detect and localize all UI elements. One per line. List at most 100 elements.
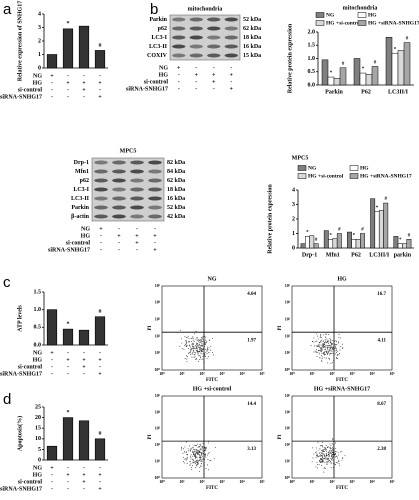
event-dot: [335, 348, 337, 350]
event-dot: [190, 350, 191, 352]
event-dot: [207, 346, 209, 348]
event-dot: [327, 345, 329, 347]
event-dot: [198, 351, 200, 352]
event-dot: [325, 333, 327, 335]
condition-sign: +: [50, 350, 54, 356]
y-axis-label: Apoptosis(%): [16, 416, 23, 451]
event-dot: [187, 356, 189, 358]
legend-label: HG: [360, 165, 369, 171]
event-dot: [195, 359, 197, 361]
condition-label: si-control: [144, 79, 169, 85]
event-dot: [317, 456, 319, 457]
event-dot: [192, 451, 193, 453]
significance-mark: *: [376, 206, 379, 211]
event-dot: [204, 345, 206, 347]
event-dot: [190, 348, 192, 350]
condition-label: si-control: [66, 240, 91, 246]
event-dot: [338, 460, 340, 462]
event-dot: [185, 339, 187, 341]
event-dot: [192, 347, 193, 349]
condition-sign: +: [212, 72, 216, 78]
event-dot: [323, 353, 325, 355]
y-axis-label: Relative protein expression: [287, 23, 293, 93]
event-dot: [195, 458, 196, 460]
event-dot: [198, 355, 200, 357]
event-dot: [189, 461, 191, 463]
bar: [355, 239, 361, 249]
event-dot: [206, 340, 208, 342]
event-dot: [207, 442, 209, 444]
event-dot: [185, 458, 187, 460]
y-axis-label: Relative protein expression: [267, 184, 273, 254]
x-tick-label: 10¹: [309, 479, 315, 484]
event-dot: [324, 458, 326, 460]
event-dot: [205, 453, 207, 455]
event-dot: [204, 355, 206, 357]
x-tick-label: Drp-1: [302, 252, 317, 258]
event-dot: [200, 348, 202, 350]
event-dot: [195, 451, 197, 453]
event-dot: [328, 347, 330, 349]
event-dot: [192, 462, 194, 464]
y-tick-label: 10⁴: [285, 409, 291, 414]
event-dot: [314, 350, 316, 352]
blot-band: [112, 214, 126, 219]
event-dot: [199, 460, 201, 461]
event-dot: [325, 340, 326, 342]
event-dot: [206, 357, 208, 359]
condition-sign: -: [195, 86, 197, 92]
bar: [385, 37, 393, 86]
x-axis-label: FITC: [336, 378, 348, 383]
event-dot: [327, 446, 329, 448]
event-dot: [186, 463, 188, 464]
condition-sign: -: [51, 94, 53, 100]
event-dot: [331, 442, 333, 444]
condition-sign: -: [213, 65, 215, 71]
event-dot: [325, 444, 327, 446]
event-dot: [325, 461, 327, 463]
event-dot: [319, 445, 321, 447]
event-dot: [192, 344, 193, 346]
event-dot: [334, 344, 336, 346]
event-dot: [200, 445, 202, 447]
condition-sign: +: [98, 357, 102, 363]
event-dot: [329, 443, 331, 445]
event-dot: [191, 341, 192, 342]
event-dot: [195, 352, 197, 354]
event-dot: [319, 454, 321, 456]
event-dot: [200, 349, 202, 351]
event-dot: [313, 341, 315, 343]
event-dot: [185, 346, 187, 348]
condition-sign: -: [99, 350, 101, 356]
event-dot: [332, 346, 334, 348]
condition-sign: -: [51, 364, 53, 370]
event-dot: [330, 340, 332, 342]
event-dot: [339, 346, 341, 348]
event-dot: [330, 350, 332, 352]
condition-sign: -: [195, 79, 197, 85]
condition-sign: +: [82, 357, 86, 363]
event-dot: [322, 347, 324, 349]
blot-kda: 62 kDa: [167, 178, 185, 184]
event-dot: [339, 349, 341, 351]
event-dot: [318, 452, 320, 454]
event-dot: [204, 349, 206, 350]
event-dot: [195, 452, 197, 454]
event-dot: [327, 341, 329, 343]
event-dot: [328, 358, 330, 360]
condition-sign: -: [213, 86, 215, 92]
event-dot: [317, 467, 318, 469]
event-dot: [194, 450, 196, 452]
event-dot: [191, 469, 193, 471]
event-dot: [196, 349, 198, 351]
event-dot: [320, 349, 321, 351]
condition-sign: -: [99, 87, 101, 93]
event-dot: [196, 459, 198, 461]
bar: [62, 417, 74, 461]
bar: [393, 236, 399, 249]
condition-label: NG: [33, 350, 42, 356]
condition-label: NG: [33, 465, 42, 471]
event-dot: [199, 443, 201, 445]
y-tick-label: 0.0: [308, 82, 316, 88]
event-dot: [192, 455, 194, 457]
